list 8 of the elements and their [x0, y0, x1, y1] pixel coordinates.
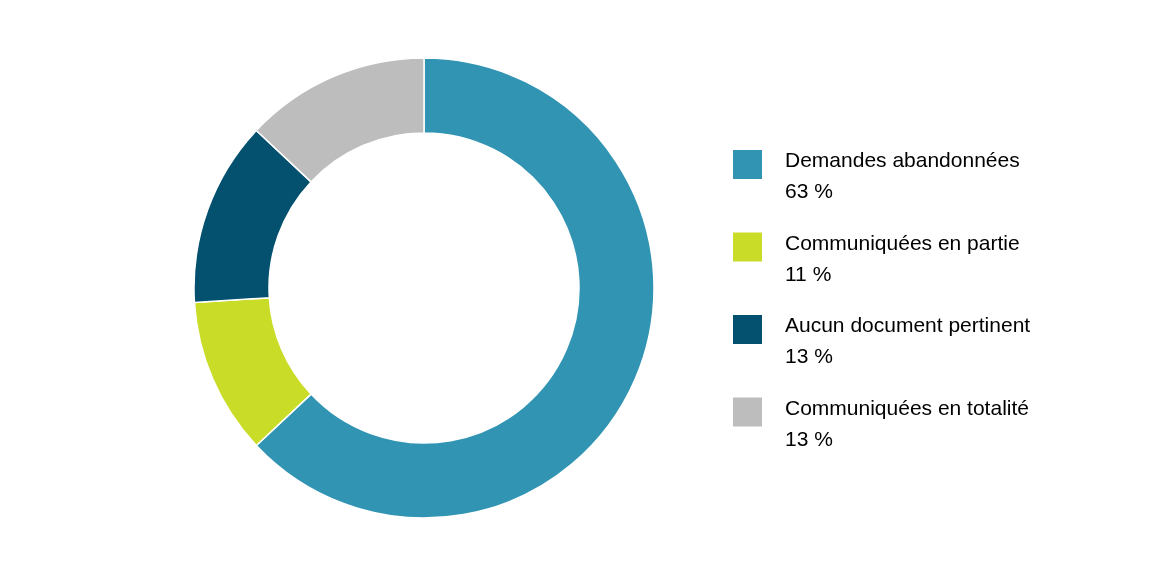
data-label: 63 %: [785, 179, 833, 202]
legend-label: Communiquées en partie: [785, 230, 1020, 254]
data-label: 11 %: [785, 261, 832, 285]
legend-label: Demandes abandonnées: [785, 148, 1020, 171]
data-label: 13 %: [785, 426, 833, 450]
data-label: 13 %: [785, 344, 833, 367]
legend-label: Aucun document pertinent: [785, 313, 1031, 336]
legend-label: Communiquées en totalité: [785, 395, 1029, 419]
